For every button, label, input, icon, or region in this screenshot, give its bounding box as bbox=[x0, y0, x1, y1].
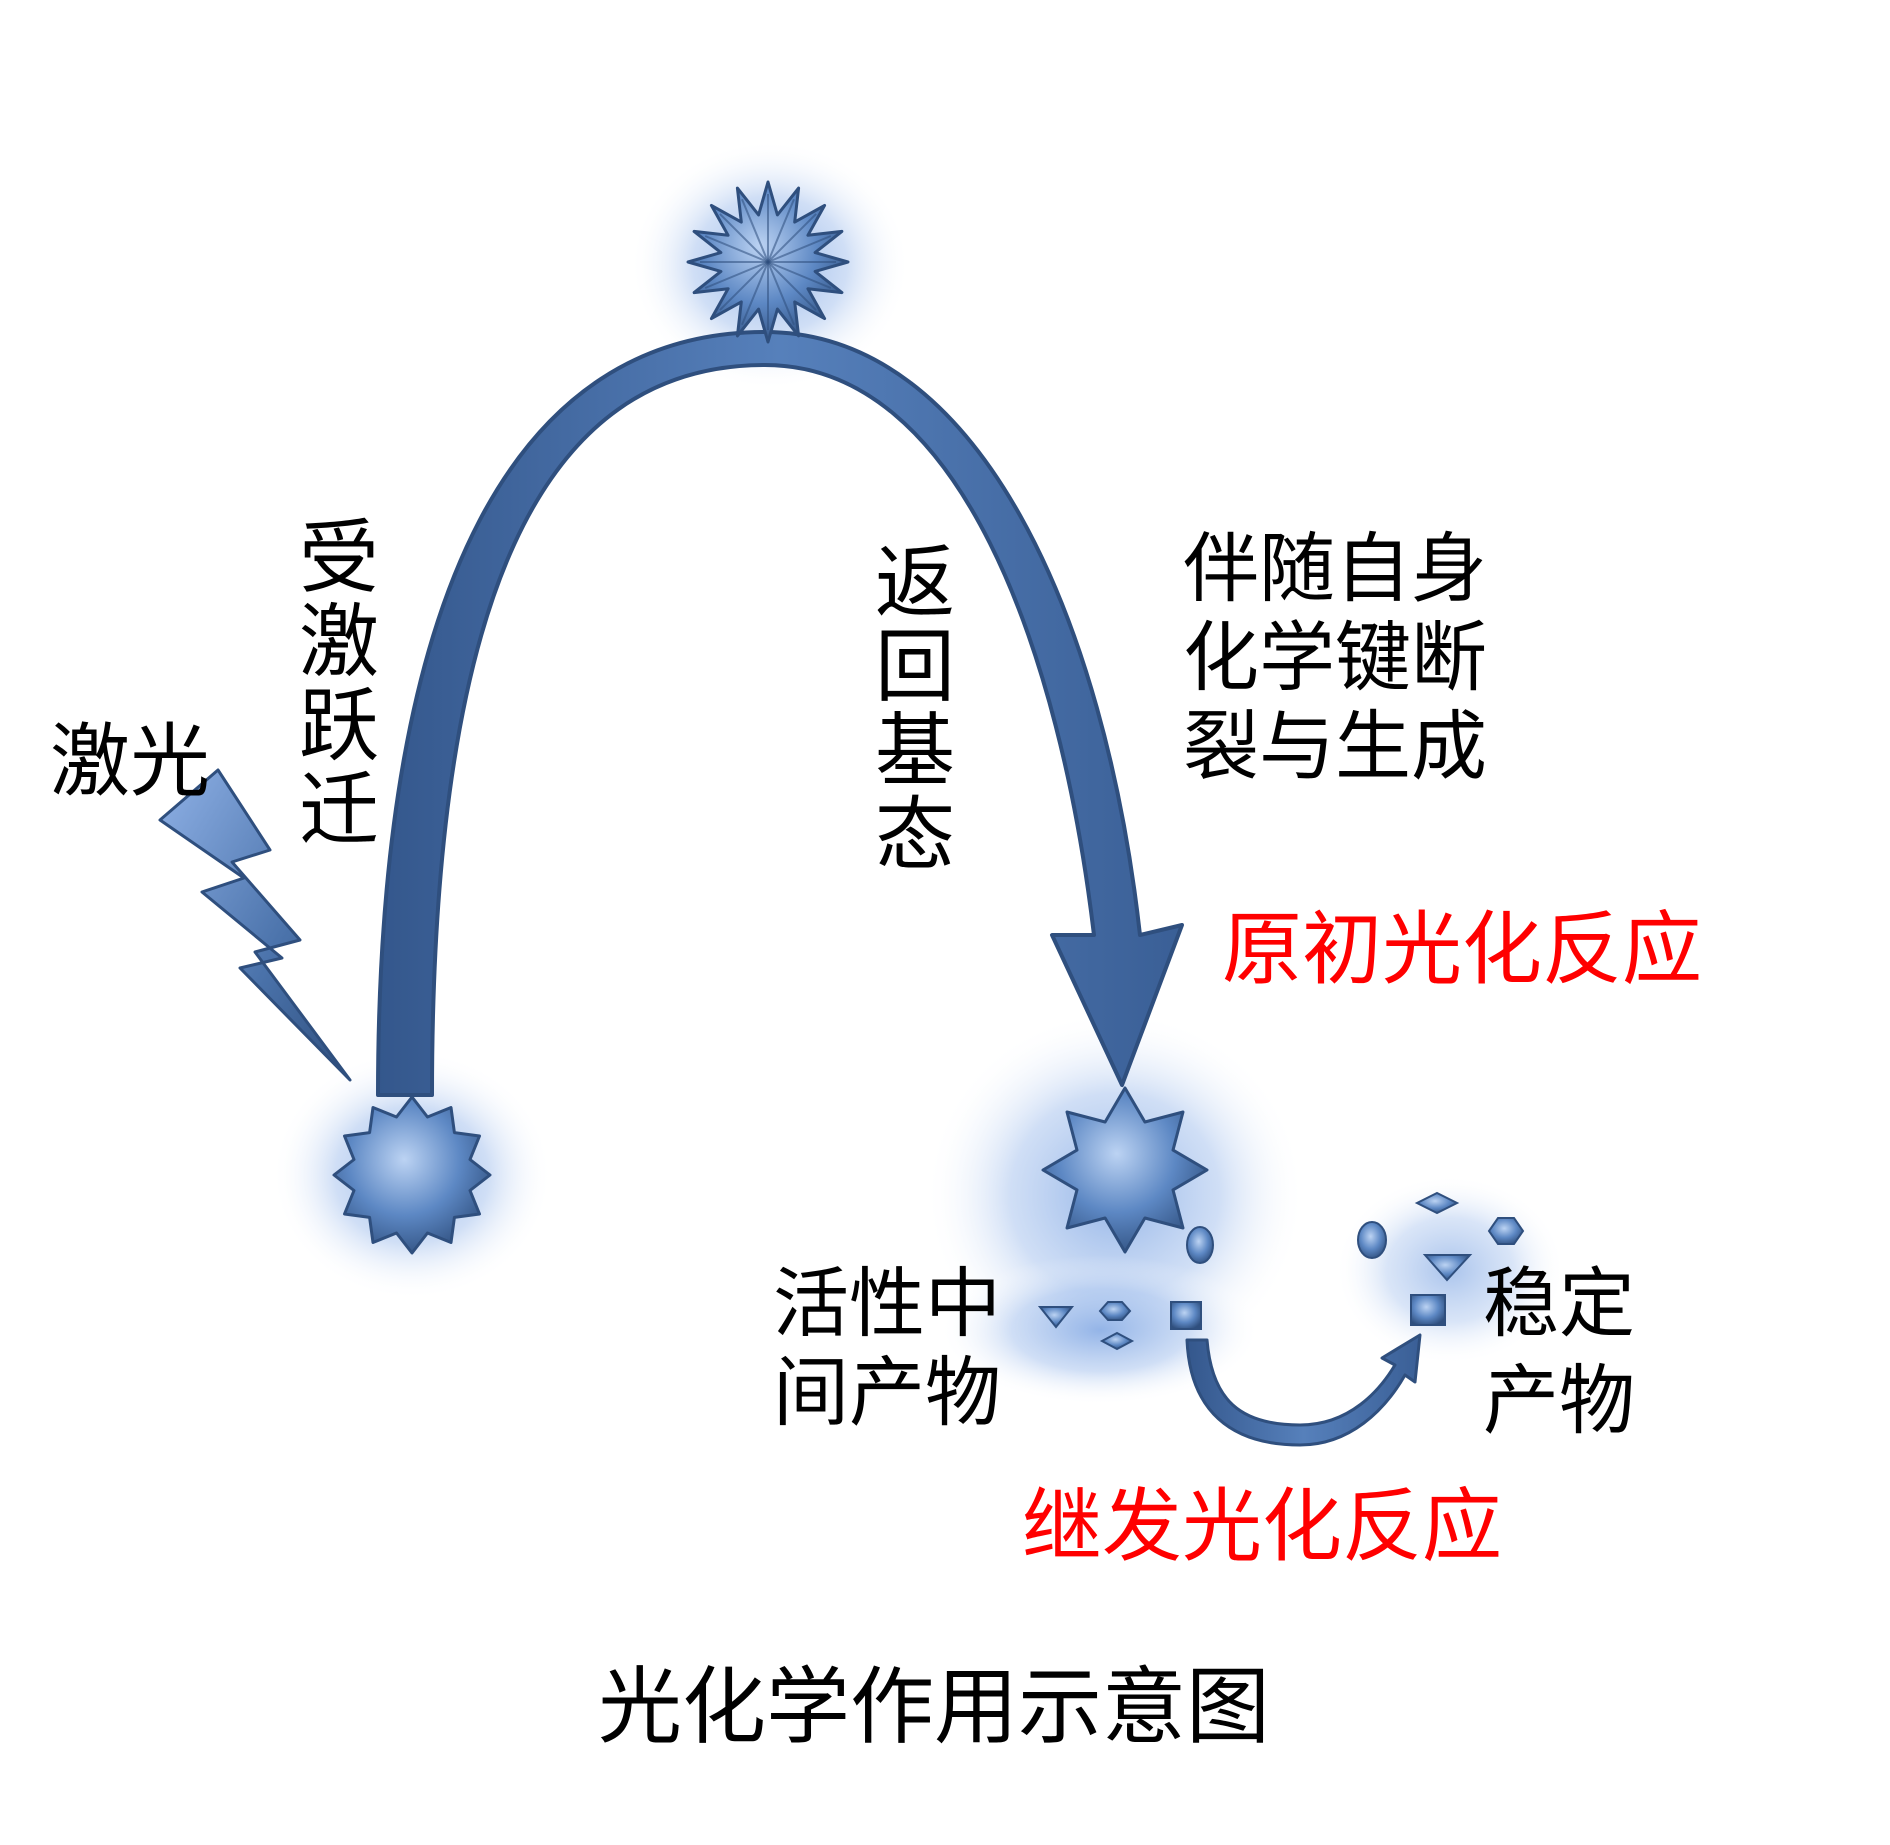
active-intermediate-line-2: 间产物 bbox=[773, 1347, 1001, 1437]
fragment-square bbox=[1170, 1301, 1202, 1330]
excited-transition-label: 受激跃迁 bbox=[286, 515, 379, 851]
ground-state-molecule-body bbox=[332, 1095, 492, 1255]
excited-molecule-ray bbox=[741, 198, 769, 263]
stable-product-line-2: 产物 bbox=[1483, 1355, 1635, 1445]
diagram-title: 光化学作用示意图 bbox=[598, 1658, 1271, 1756]
stable-product-label: 稳定 产物 bbox=[1483, 1259, 1635, 1446]
bond-change-line-1: 伴随自身 bbox=[1183, 524, 1487, 613]
active-intermediate-label: 活性中 间产物 bbox=[773, 1259, 1001, 1438]
bond-change-label: 伴随自身 化学键断 裂与生成 bbox=[1183, 524, 1487, 792]
excited-molecule-ray bbox=[767, 261, 817, 311]
stable-product-line-1: 稳定 bbox=[1483, 1259, 1635, 1348]
bond-change-line-3: 裂与生成 bbox=[1183, 701, 1487, 791]
primary-reaction-label: 原初光化反应 bbox=[1222, 903, 1702, 996]
return-ground-state-label: 返回基态 bbox=[862, 540, 955, 876]
ground-state-molecule bbox=[332, 1095, 492, 1255]
product-hexagon bbox=[1487, 1217, 1525, 1245]
excited-molecule-starburst bbox=[686, 180, 850, 344]
active-intermediate-line-1: 活性中 bbox=[773, 1259, 1001, 1348]
fragment-triangle bbox=[1037, 1306, 1075, 1329]
fragments-glow bbox=[940, 1255, 1260, 1405]
bond-change-line-2: 化学键断 bbox=[1183, 612, 1487, 702]
excited-molecule-ray bbox=[741, 261, 769, 326]
excitation-return-arrow bbox=[376, 330, 1184, 1097]
returned-molecule bbox=[1041, 1086, 1209, 1254]
fragment-hexagon bbox=[1098, 1301, 1132, 1321]
product-oval bbox=[1357, 1221, 1387, 1259]
excited-molecule-ray bbox=[767, 261, 832, 289]
secondary-reaction-label: 继发光化反应 bbox=[1022, 1480, 1502, 1573]
excited-molecule-ray bbox=[767, 235, 832, 263]
excited-molecule-ray bbox=[704, 261, 769, 289]
excited-molecule-ray bbox=[767, 261, 795, 326]
returned-molecule-body bbox=[1041, 1086, 1209, 1254]
product-triangle bbox=[1422, 1254, 1473, 1282]
secondary-reaction-arrow bbox=[1185, 1333, 1422, 1447]
lightning-bolt-icon bbox=[158, 768, 352, 1082]
excited-molecule-ray bbox=[719, 213, 769, 263]
excited-molecule-ray bbox=[719, 261, 769, 311]
excited-molecule-ray bbox=[767, 198, 795, 263]
excited-molecule-ray bbox=[704, 235, 769, 263]
laser-label: 激光 bbox=[50, 715, 210, 808]
product-diamond bbox=[1414, 1191, 1460, 1215]
fragment-diamond bbox=[1099, 1331, 1135, 1351]
product-square bbox=[1410, 1294, 1446, 1326]
excited-molecule-ray bbox=[767, 213, 817, 263]
fragment-oval bbox=[1186, 1226, 1214, 1264]
